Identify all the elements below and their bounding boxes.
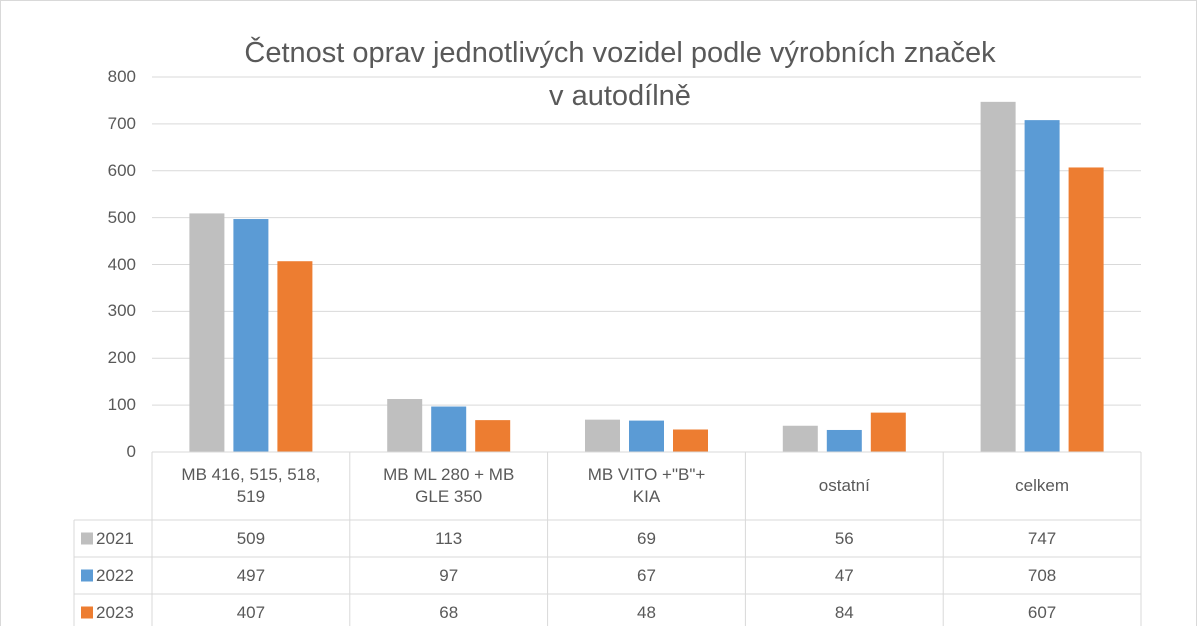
table-value: 497	[236, 565, 266, 585]
bar	[585, 419, 620, 452]
table-value: 97	[439, 565, 459, 585]
bar	[782, 425, 818, 452]
legend-key	[81, 569, 93, 582]
table-value: 607	[1027, 602, 1057, 622]
bar	[980, 101, 1016, 452]
legend-label: 2023	[96, 602, 134, 622]
table-value: 747	[1027, 528, 1057, 548]
bar	[870, 412, 906, 452]
legend-key	[81, 606, 93, 619]
bar	[1068, 167, 1104, 452]
table-value: 509	[236, 528, 266, 548]
table-value: 68	[439, 602, 459, 622]
bar	[431, 406, 467, 452]
bar	[189, 213, 225, 452]
table-value: 48	[637, 602, 656, 622]
bar	[475, 420, 511, 452]
x-tick-label: ostatní	[818, 476, 870, 495]
y-tick-label: 100	[107, 395, 136, 415]
table-value: 113	[435, 528, 463, 548]
y-tick-label: 600	[107, 160, 136, 180]
bar	[826, 429, 862, 452]
legend-label: 2022	[96, 565, 134, 585]
y-tick-label: 800	[107, 67, 136, 86]
bar	[233, 219, 269, 452]
y-tick-label: 0	[126, 442, 136, 461]
x-tick-label: celkem	[1015, 476, 1070, 495]
table-value: 407	[236, 602, 266, 622]
table-value: 708	[1027, 565, 1057, 585]
x-tick-label: MB ML 280 + MB GLE 350	[383, 465, 515, 506]
y-tick-label: 700	[107, 113, 136, 133]
table-value: 47	[834, 565, 854, 585]
bar	[387, 399, 423, 452]
x-tick-label: MB VITO +"B"+ KIA	[587, 465, 706, 506]
bar	[673, 429, 708, 452]
bar	[277, 261, 313, 452]
legend-key	[81, 532, 93, 545]
table-value: 56	[834, 528, 854, 548]
legend-label: 2021	[96, 528, 134, 548]
y-tick-label: 400	[107, 254, 136, 274]
y-tick-label: 200	[107, 348, 136, 368]
table-value: 69	[637, 528, 656, 548]
y-tick-label: 500	[107, 207, 136, 227]
table-value: 67	[637, 565, 656, 585]
bar	[1024, 120, 1060, 452]
bar	[629, 420, 664, 452]
x-tick-label: MB 416, 515, 518, 519	[181, 465, 321, 506]
chart-title: v autodílně	[549, 80, 691, 112]
y-tick-label: 300	[107, 301, 136, 321]
table-value: 84	[834, 602, 854, 622]
chart-title: Četnost oprav jednotlivých vozidel podle…	[244, 37, 996, 69]
